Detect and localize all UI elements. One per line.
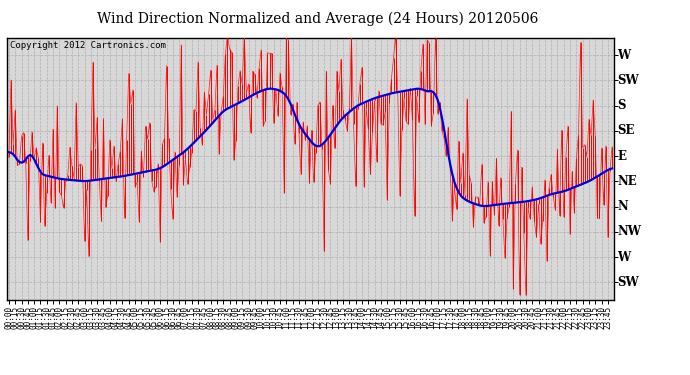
Text: E: E [618, 150, 627, 163]
Text: NW: NW [618, 225, 642, 238]
Text: Copyright 2012 Cartronics.com: Copyright 2012 Cartronics.com [10, 42, 166, 51]
Text: S: S [618, 99, 626, 112]
Text: W: W [618, 251, 631, 264]
Text: NE: NE [618, 175, 638, 188]
Text: Wind Direction Normalized and Average (24 Hours) 20120506: Wind Direction Normalized and Average (2… [97, 11, 538, 26]
Text: SE: SE [618, 124, 635, 137]
Text: N: N [618, 200, 629, 213]
Text: SW: SW [618, 74, 640, 87]
Text: SW: SW [618, 276, 640, 289]
Text: W: W [618, 49, 631, 62]
